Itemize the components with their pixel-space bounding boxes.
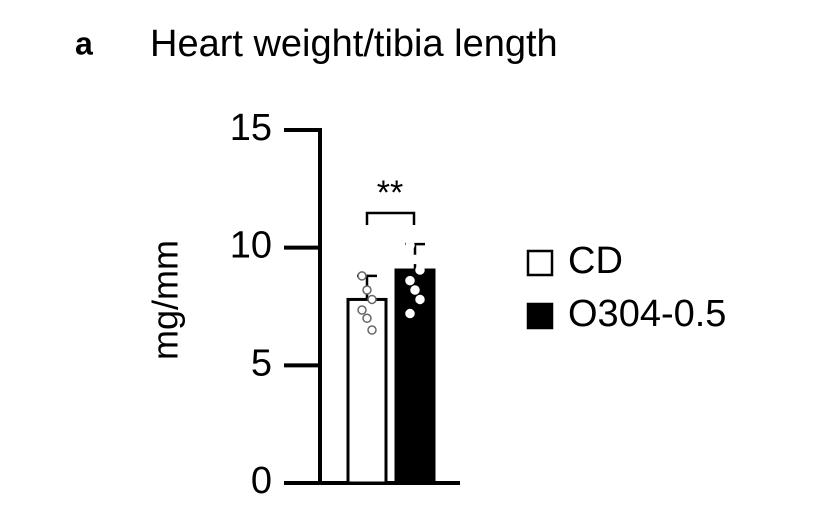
significance-label: ** [377,174,403,212]
data-point [410,285,420,295]
y-axis-label: mg/mm [145,240,186,360]
data-point [405,308,415,319]
significance-bracket [365,211,416,225]
data-point [357,271,367,281]
data-point [357,305,367,315]
bar [346,297,388,485]
data-point [367,325,377,335]
bar [394,268,436,485]
legend-label: O304-0.5 [568,293,726,335]
legend-swatch [526,302,554,330]
y-tick-label: 5 [251,342,272,384]
y-tick-label: 15 [230,107,272,149]
y-tick-label: 10 [230,225,272,267]
data-point [405,240,415,251]
legend-swatch [526,249,554,277]
data-point [415,265,425,275]
data-point [367,294,377,305]
data-point [362,285,372,295]
data-point [405,275,415,286]
data-point [410,254,420,265]
data-point [415,294,425,305]
chart-title: Heart weight/tibia length [150,23,558,65]
data-point [362,313,372,324]
panel-label: a [75,25,93,61]
legend-label: CD [568,240,623,282]
y-tick-label: 0 [251,460,272,502]
